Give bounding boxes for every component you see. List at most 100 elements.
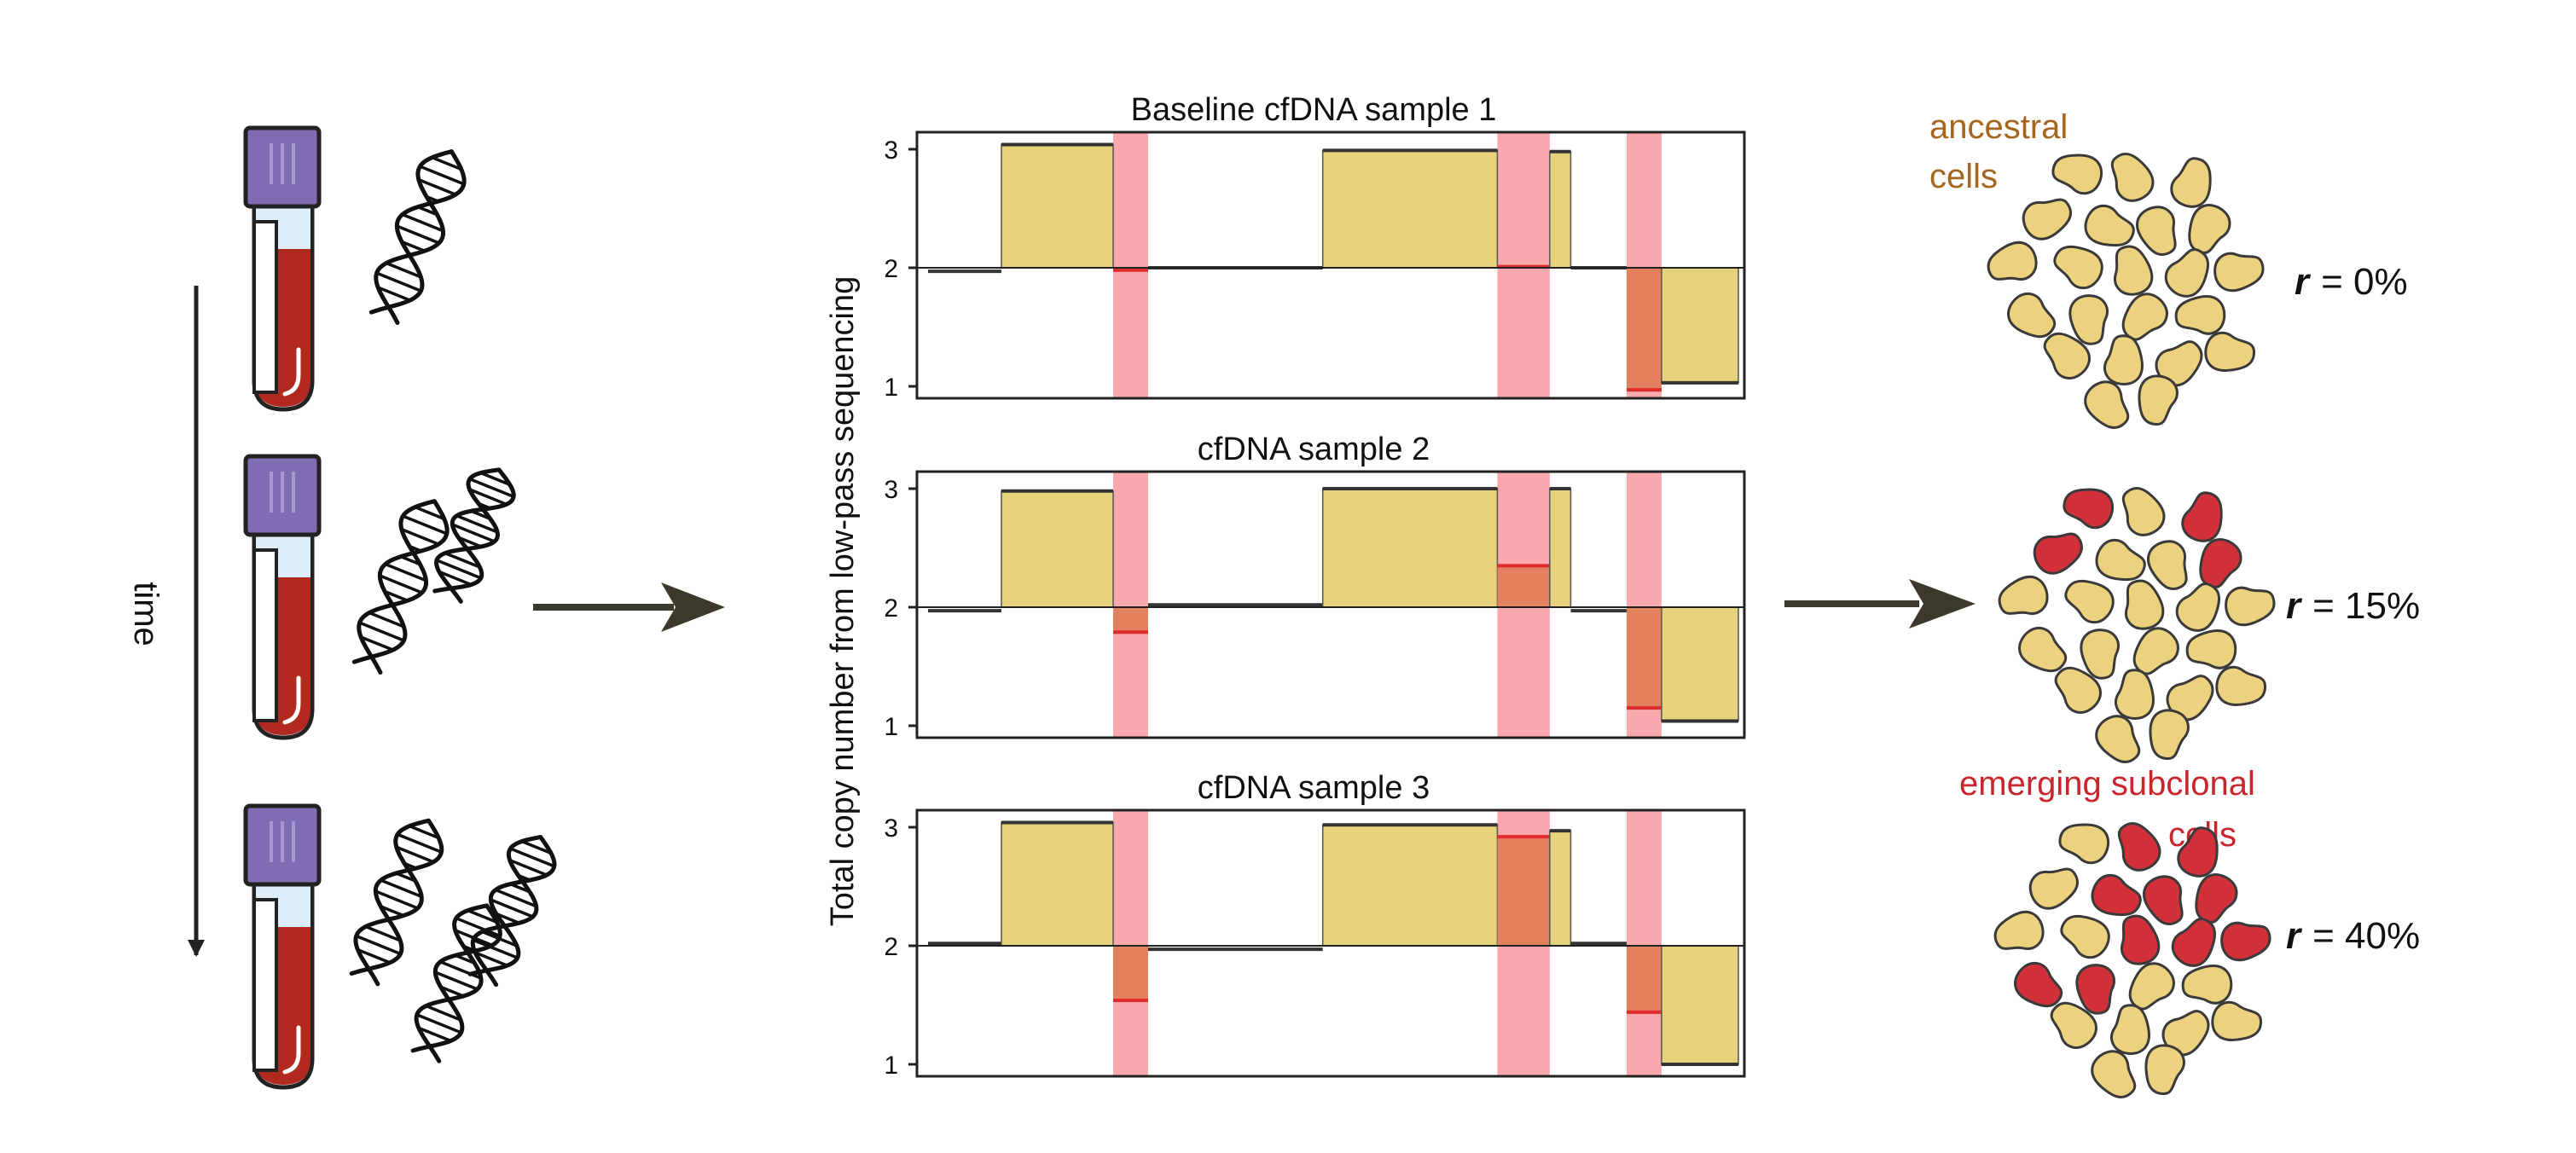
cfdna-fragments: [349, 149, 557, 1063]
subclonal-region-band: [1113, 132, 1148, 398]
ancestral-cell: [1998, 575, 2049, 615]
ancestral-cell: [2058, 823, 2110, 865]
ancestral-cell: [2128, 962, 2175, 1011]
ancestral-cell: [2188, 204, 2231, 255]
panel-3: cfDNA sample 3 3 2 1: [884, 770, 1746, 1080]
ancestral-cell: [2121, 293, 2168, 341]
fraction-labels: r = 0% r = 15% r = 40%: [2286, 261, 2420, 957]
ancestral-cell: [2095, 715, 2141, 764]
y-tick-label: 3: [884, 476, 898, 504]
subclonal-segment-fill: [1113, 946, 1148, 1000]
ancestral-cell: [2136, 206, 2177, 257]
dna-helix: [368, 149, 467, 326]
ancestral-cell: [2053, 245, 2103, 290]
y-tick-label: 1: [884, 713, 898, 741]
subclonal-cell: [2177, 826, 2219, 878]
subclonal-cell: [2014, 961, 2063, 1008]
ancestral-cell: [2091, 1050, 2137, 1099]
ancestral-cell: [2215, 665, 2267, 706]
ancestral-cell: [2114, 245, 2154, 296]
ancestral-cell: [2115, 669, 2155, 720]
subclonal-cell: [2143, 875, 2184, 926]
subclonal-cell: [2121, 914, 2161, 965]
subclonal-region-band: [1626, 810, 1662, 1076]
subclonal-cell: [2117, 822, 2161, 872]
ancestral-cell: [2103, 334, 2144, 385]
subclonal-cell: [2075, 964, 2115, 1015]
panel-title: Baseline cfDNA sample 1: [1131, 92, 1497, 128]
copy-number-segment-fill: [1661, 945, 1739, 1065]
copy-number-segment-fill: [1321, 149, 1499, 269]
cell-cluster-1: [1987, 153, 2265, 430]
subclonal-fraction-label: r = 15%: [2286, 585, 2420, 627]
blood-tubes: [243, 125, 322, 1090]
tube-shine: [282, 1025, 301, 1075]
copy-number-segment-fill: [1661, 267, 1739, 384]
panel-frame: [915, 470, 1746, 739]
ancestral-cell: [2147, 540, 2188, 591]
subclonal-segment-fill: [1626, 607, 1662, 709]
ancestral-label-line2: cells: [1929, 158, 1998, 195]
ancestral-cell: [2204, 331, 2256, 372]
ancestral-cell: [2149, 709, 2190, 761]
panel-frame: [915, 130, 1746, 400]
copy-number-segment-fill: [1001, 143, 1114, 269]
subclonal-cell: [2220, 921, 2271, 962]
subclonal-cell: [2091, 873, 2142, 917]
tube-label: [252, 548, 278, 722]
y-tick-label: 1: [884, 374, 898, 402]
y-tick-label: 2: [884, 933, 898, 961]
copy-number-segment-fill: [1549, 151, 1572, 269]
subclonal-cell: [2171, 918, 2216, 967]
tube-shine: [282, 675, 301, 725]
cell-clusters: [1987, 153, 2276, 1099]
subclonal-segment-fill: [1626, 268, 1662, 391]
y-tick-label: 3: [884, 814, 898, 843]
copy-number-segment-fill: [1001, 821, 1114, 947]
cell-cluster-3: [1993, 822, 2271, 1099]
ancestral-cell: [2185, 629, 2237, 669]
ancestral-cell: [2095, 538, 2146, 582]
y-axis-label: Total copy number from low-pass sequenci…: [825, 276, 861, 927]
dna-helix: [432, 467, 516, 604]
ancestral-cell: [1987, 240, 2038, 281]
ancestral-cell: [2225, 586, 2276, 627]
cell-cluster-2: [1998, 487, 2276, 764]
ancestral-cell: [2110, 153, 2155, 202]
panel-title: cfDNA sample 3: [1198, 770, 1430, 806]
time-label: time: [127, 582, 165, 646]
dna-helix: [349, 818, 444, 987]
ancestral-cell: [2018, 626, 2068, 673]
ancestral-cell: [2121, 487, 2166, 536]
subclonal-region-band: [1113, 810, 1148, 1076]
ancestral-cell: [2174, 295, 2226, 335]
ancestral-cell: [2068, 294, 2109, 345]
ancestral-cell: [2022, 198, 2073, 240]
subclonal-cell: [2181, 491, 2223, 542]
ancestral-cell: [2132, 627, 2179, 675]
left-flow-arrow: [533, 582, 725, 632]
y-tick-label: 2: [884, 255, 898, 283]
subclonal-segment-fill: [1626, 946, 1662, 1012]
ancestral-cell: [2084, 380, 2130, 430]
tube-label: [252, 898, 278, 1072]
blood-tube-3: [243, 803, 322, 1090]
copy-number-segment-fill: [1549, 830, 1572, 947]
subclonal-cell: [2063, 488, 2115, 530]
copy-number-segment-fill: [1321, 488, 1499, 608]
ancestral-cell: [2170, 157, 2212, 208]
ancestral-cell: [2064, 579, 2115, 624]
blood-tube-1: [243, 125, 322, 412]
ancestral-cell: [2211, 1000, 2263, 1041]
panel-1: Baseline cfDNA sample 1 3 2 1: [884, 92, 1746, 402]
ancestral-cell: [2028, 867, 2080, 910]
ancestral-cell: [2054, 666, 2102, 714]
subclonal-cell: [2199, 538, 2242, 589]
ancestral-label-line1: ancestral: [1929, 108, 2068, 146]
y-tick-label: 1: [884, 1052, 898, 1080]
dna-helix: [351, 499, 450, 675]
ancestral-cell: [2164, 248, 2209, 298]
ancestral-cell: [2051, 154, 2103, 195]
